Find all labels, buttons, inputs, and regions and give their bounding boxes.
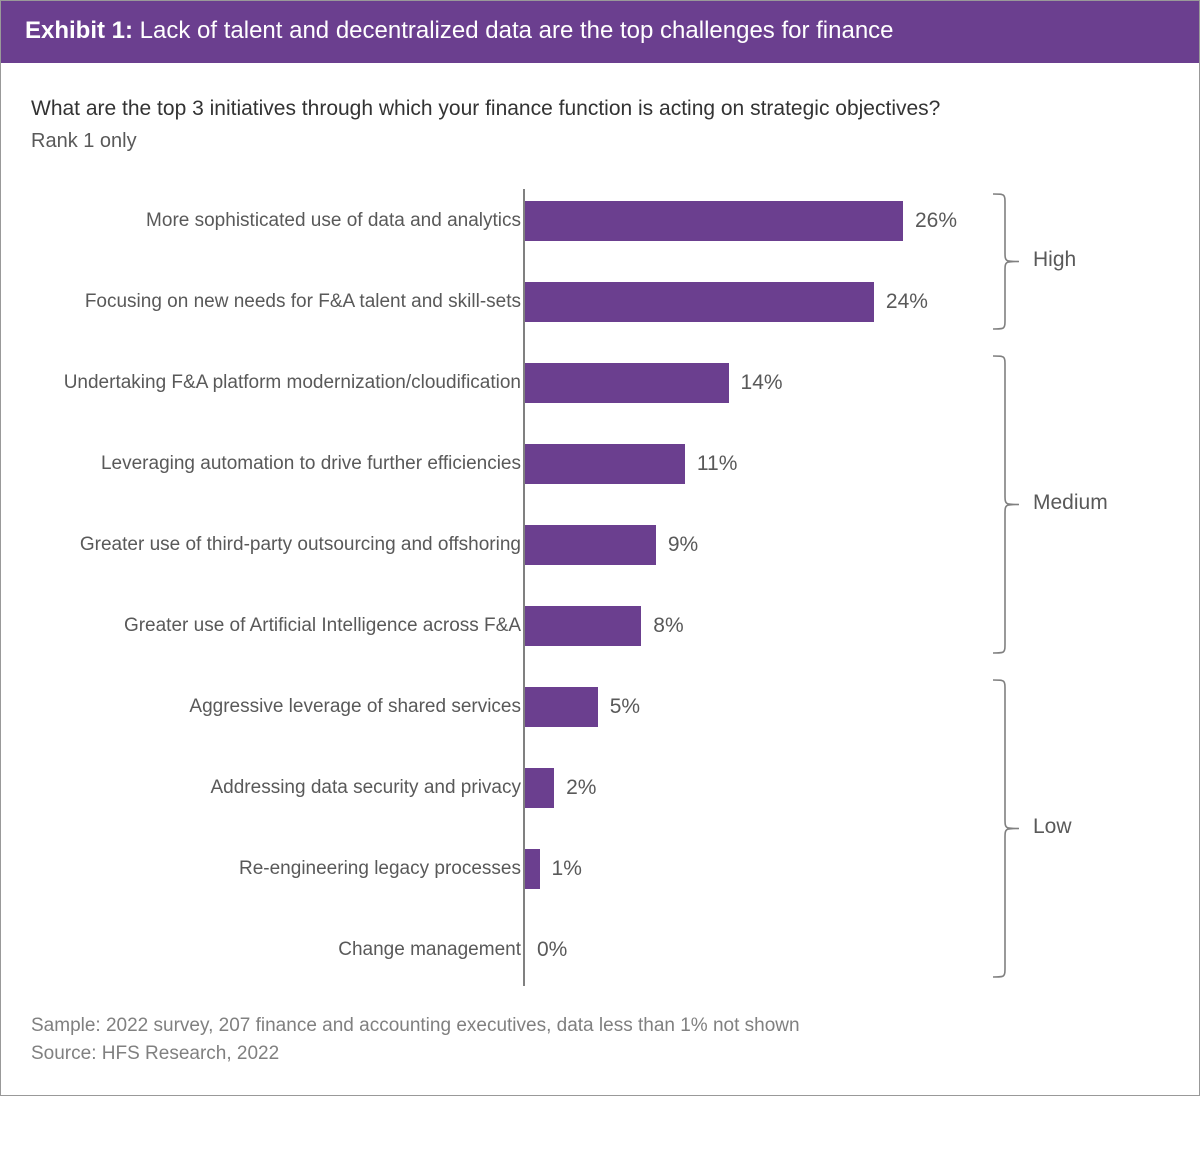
group-bracket	[991, 355, 1025, 654]
bar	[525, 201, 903, 241]
bar-label: Change management	[338, 939, 521, 961]
bar-label: More sophisticated use of data and analy…	[146, 210, 521, 232]
bar	[525, 687, 598, 727]
bar-label: Greater use of Artificial Intelligence a…	[124, 615, 521, 637]
group-label: Low	[1033, 815, 1072, 839]
bar-value: 26%	[915, 209, 957, 233]
chart-footer: Sample: 2022 survey, 207 finance and acc…	[31, 1012, 1169, 1069]
bar-value: 1%	[552, 857, 582, 881]
footer-source: Source: HFS Research, 2022	[31, 1040, 1169, 1069]
bar	[525, 282, 874, 322]
bar-value: 2%	[566, 776, 596, 800]
bar-label: Re-engineering legacy processes	[239, 858, 521, 880]
exhibit-container: Exhibit 1: Lack of talent and decentrali…	[0, 0, 1200, 1096]
bar	[525, 444, 685, 484]
group-label: High	[1033, 248, 1076, 272]
bar-value: 0%	[537, 938, 567, 962]
bar-label: Addressing data security and privacy	[211, 777, 522, 799]
bar-value: 14%	[741, 371, 783, 395]
group-label: Medium	[1033, 491, 1108, 515]
group-bracket	[991, 193, 1025, 330]
bar-value: 9%	[668, 533, 698, 557]
bar-value: 11%	[697, 452, 737, 476]
footer-sample: Sample: 2022 survey, 207 finance and acc…	[31, 1012, 1169, 1041]
bar	[525, 768, 554, 808]
exhibit-number: Exhibit 1:	[25, 17, 133, 44]
bar-label: Greater use of third-party outsourcing a…	[80, 534, 521, 556]
bar-label: Undertaking F&A platform modernization/c…	[64, 372, 521, 394]
y-axis	[523, 189, 525, 986]
exhibit-body: What are the top 3 initiatives through w…	[1, 63, 1199, 1094]
bar-label: Aggressive leverage of shared services	[189, 696, 521, 718]
bar	[525, 363, 729, 403]
bar	[525, 525, 656, 565]
bar	[525, 606, 641, 646]
bar-value: 24%	[886, 290, 928, 314]
bar-value: 5%	[610, 695, 640, 719]
bar-value: 8%	[653, 614, 683, 638]
exhibit-title: Lack of talent and decentralized data ar…	[133, 17, 894, 44]
bar-label: Focusing on new needs for F&A talent and…	[85, 291, 521, 313]
exhibit-header: Exhibit 1: Lack of talent and decentrali…	[1, 1, 1199, 63]
chart-question: What are the top 3 initiatives through w…	[31, 95, 1169, 123]
bar-label: Leveraging automation to drive further e…	[101, 453, 521, 475]
bar	[525, 849, 540, 889]
bar-chart: More sophisticated use of data and analy…	[31, 195, 1169, 986]
group-bracket	[991, 679, 1025, 978]
chart-subnote: Rank 1 only	[31, 130, 1169, 153]
